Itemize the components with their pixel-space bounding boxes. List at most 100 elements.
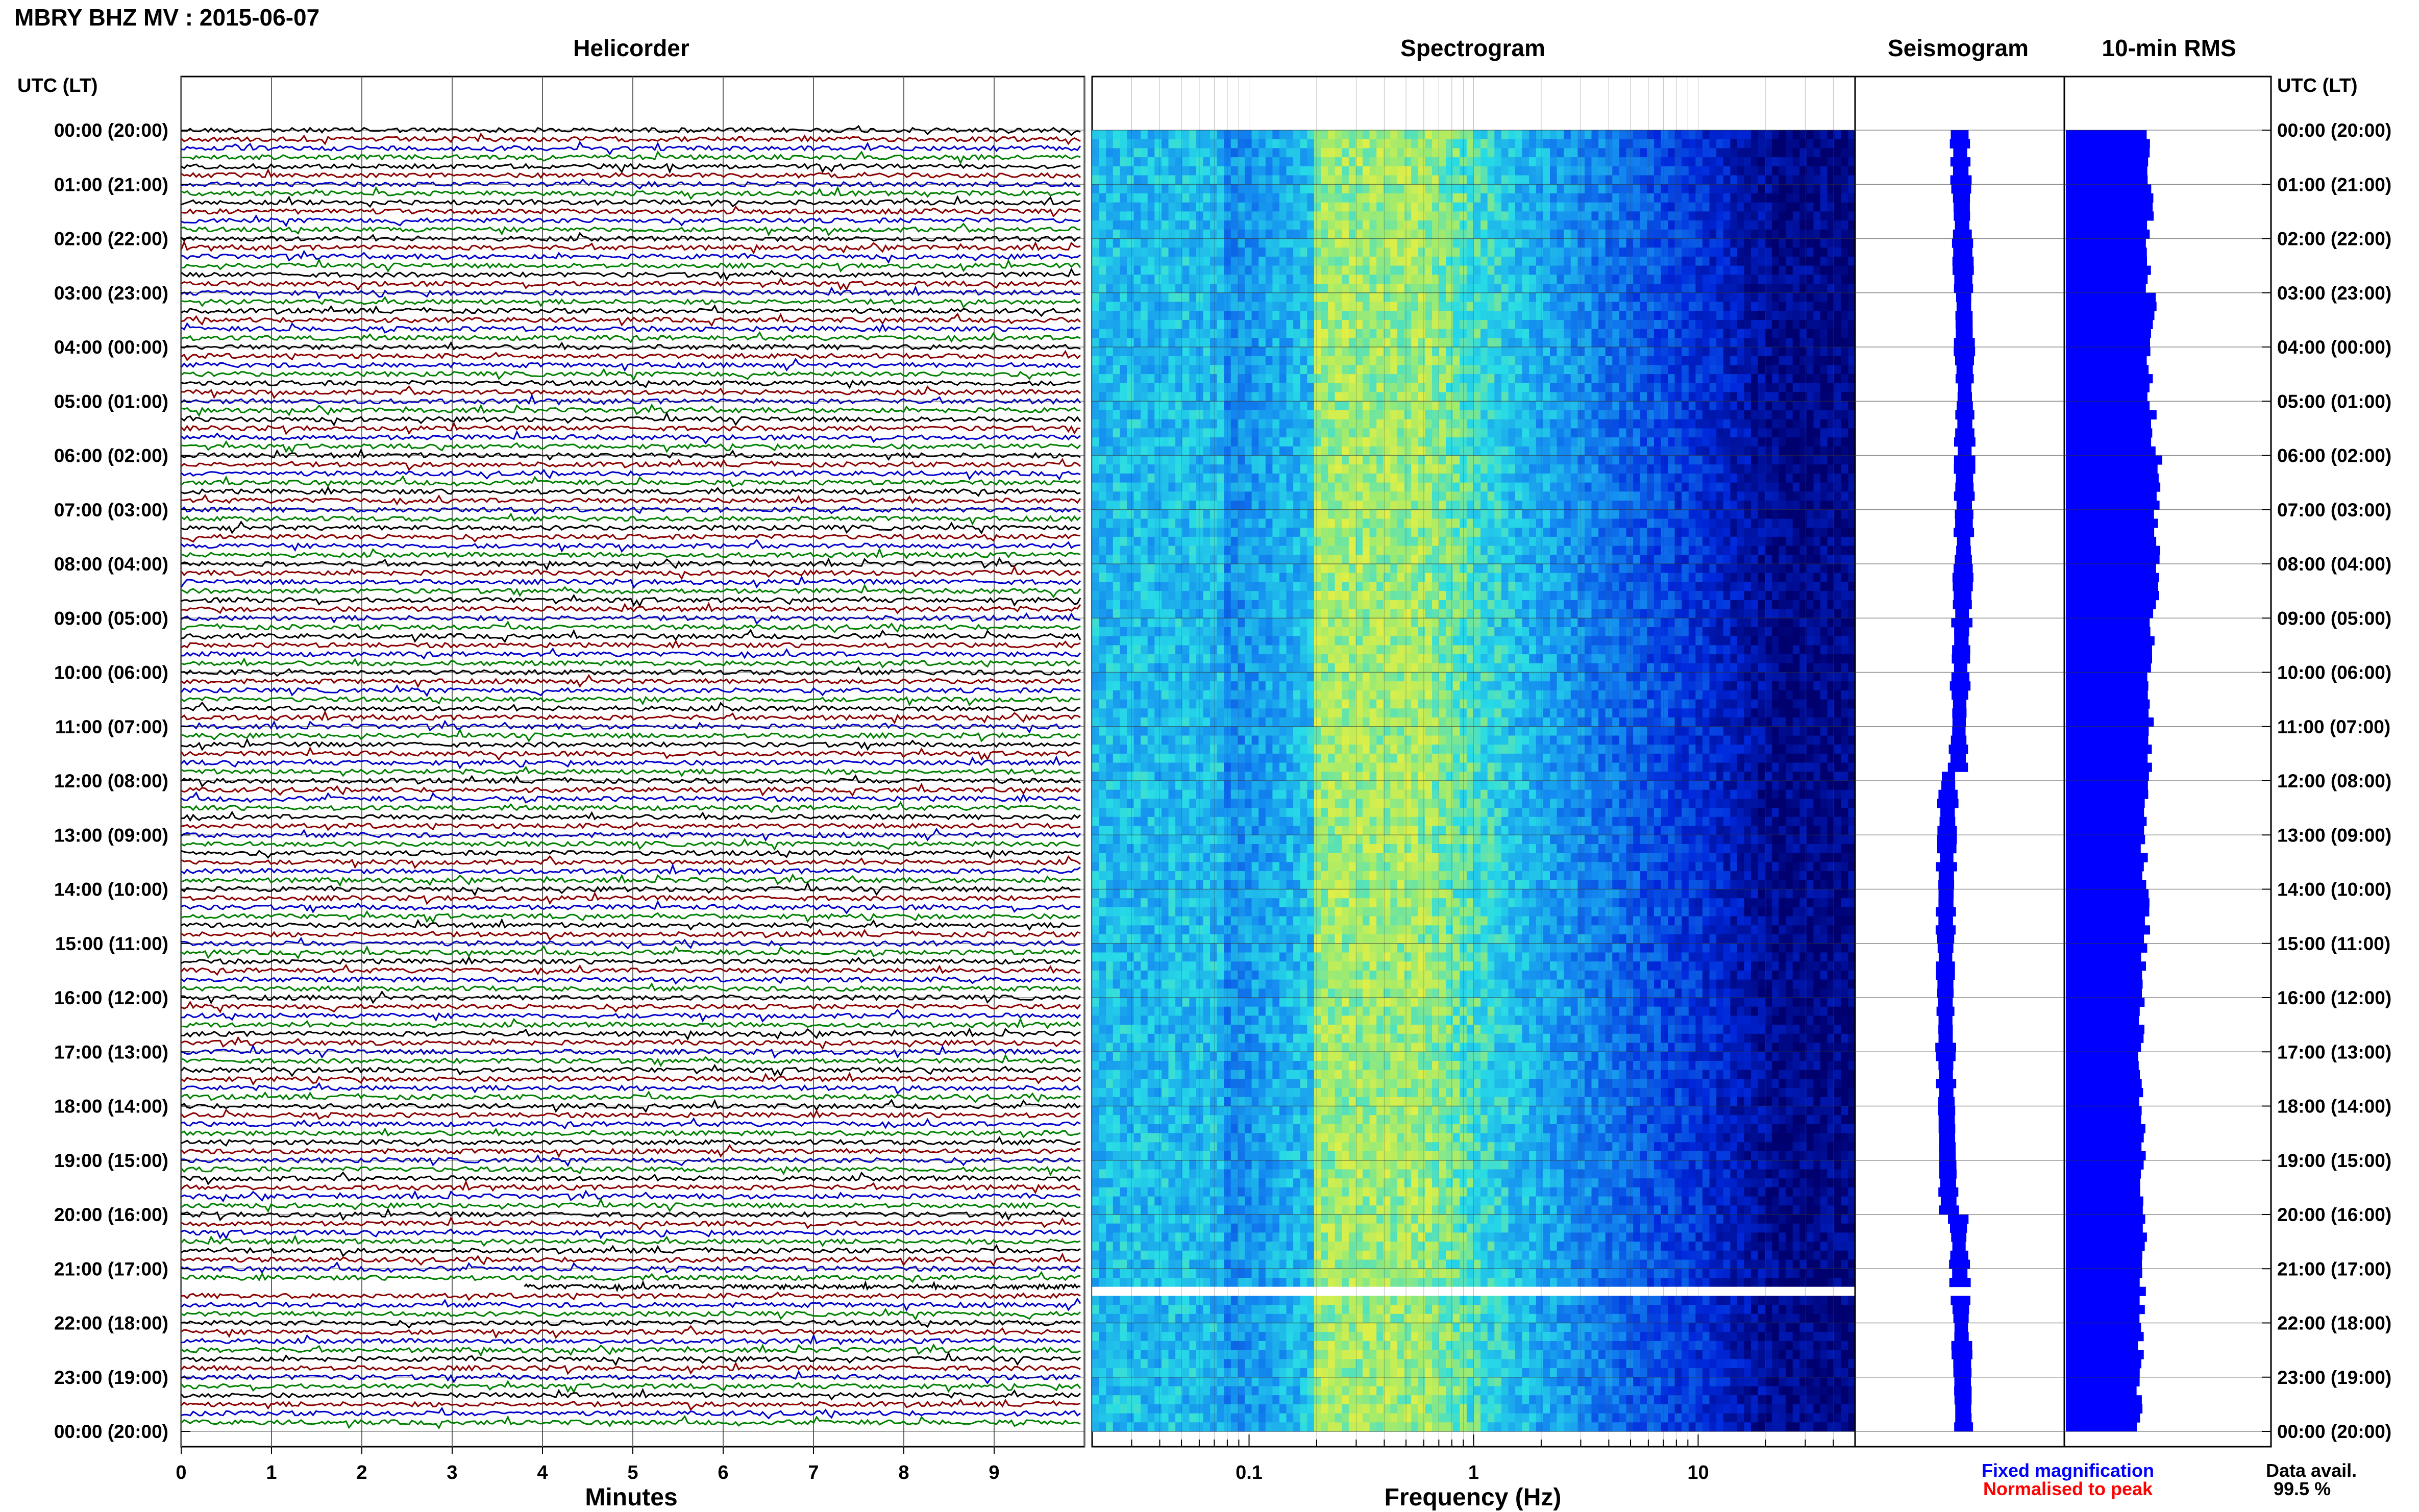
spectrogram-cell — [1737, 338, 1745, 348]
spectrogram-cell — [1272, 229, 1280, 239]
spectrogram-cell — [1307, 229, 1315, 239]
spectrogram-cell — [1189, 365, 1197, 375]
spectrogram-cell — [1501, 238, 1509, 248]
spectrogram-cell — [1702, 464, 1710, 474]
spectrogram-cell — [1827, 220, 1835, 230]
spectrogram-cell — [1120, 365, 1127, 375]
spectrogram-cell — [1508, 193, 1516, 203]
spectrogram-cell — [1619, 518, 1627, 528]
spectrogram-cell — [1265, 401, 1273, 411]
spectrogram-cell — [1661, 202, 1668, 212]
spectrogram-cell — [1709, 356, 1717, 365]
spectrogram-cell — [1536, 256, 1544, 266]
spectrogram-cell — [1348, 184, 1356, 194]
spectrogram-cell — [1619, 256, 1627, 266]
spectrogram-cell — [1279, 491, 1287, 501]
helicorder-trace — [181, 1343, 1081, 1357]
spectrogram-cell — [1251, 275, 1259, 284]
spectrogram-cell — [1446, 410, 1453, 420]
spectrogram-cell — [1154, 365, 1162, 375]
spectrogram-cell — [1716, 148, 1724, 158]
spectrogram-cell — [1238, 247, 1245, 257]
spectrogram-cell — [1737, 374, 1745, 384]
spectrogram-cell — [1147, 130, 1155, 140]
spectrogram-cell — [1529, 319, 1537, 330]
spectrogram-cell — [1633, 130, 1641, 140]
spectrogram-cell — [1841, 211, 1849, 221]
spectrogram-cell — [1786, 247, 1793, 257]
spectrogram-cell — [1577, 491, 1585, 501]
spectrogram-cell — [1820, 446, 1828, 456]
spectrogram-cell — [1744, 193, 1751, 203]
spectrogram-cell — [1106, 202, 1114, 212]
spectrogram-cell — [1154, 356, 1162, 365]
spectrogram-cell — [1813, 302, 1821, 311]
helicorder-trace — [181, 782, 1081, 797]
spectrogram-cell — [1598, 311, 1606, 320]
spectrogram-cell — [1092, 392, 1100, 402]
spectrogram-cell — [1272, 473, 1280, 483]
spectrogram-cell — [1536, 392, 1544, 402]
spectrogram-cell — [1702, 302, 1710, 311]
spectrogram-cell — [1765, 383, 1772, 392]
spectrogram-cell — [1141, 509, 1148, 519]
spectrogram-cell — [1127, 446, 1134, 456]
spectrogram-cell — [1515, 148, 1523, 158]
spectrogram-cell — [1473, 157, 1481, 167]
spectrogram-cell — [1210, 473, 1218, 483]
spectrogram-cell — [1702, 437, 1710, 447]
spectrogram-cell — [1640, 383, 1648, 392]
spectrogram-cell — [1272, 139, 1280, 148]
spectrogram-cell — [1238, 284, 1245, 293]
spectrogram-cell — [1092, 238, 1100, 248]
spectrogram-cell — [1293, 374, 1301, 384]
spectrogram-cell — [1765, 392, 1772, 402]
spectrogram-cell — [1383, 292, 1391, 302]
spectrogram-cell — [1799, 356, 1807, 365]
spectrogram-cell — [1397, 464, 1405, 474]
spectrogram-cell — [1591, 374, 1599, 384]
spectrogram-cell — [1626, 148, 1634, 158]
spectrogram-cell — [1813, 193, 1821, 203]
spectrogram-cell — [1397, 455, 1405, 465]
spectrogram-cell — [1702, 446, 1710, 456]
spectrogram-cell — [1737, 256, 1745, 266]
spectrogram-cell — [1154, 437, 1162, 447]
spectrogram-cell — [1127, 374, 1134, 384]
spectrogram-cell — [1452, 148, 1461, 158]
spectrogram-cell — [1570, 130, 1578, 140]
spectrogram-cell — [1820, 275, 1828, 284]
spectrogram-cell — [1224, 292, 1231, 302]
spectrogram-cell — [1238, 157, 1245, 167]
helicorder-trace — [181, 982, 1081, 992]
spectrogram-cell — [1328, 338, 1336, 348]
spectrogram-cell — [1522, 338, 1529, 348]
spectrogram-cell — [1099, 256, 1106, 266]
spectrogram-cell — [1647, 491, 1655, 501]
spectrogram-cell — [1598, 473, 1606, 483]
spectrogram-cell — [1605, 139, 1613, 148]
spectrogram-cell — [1397, 446, 1405, 456]
spectrogram-cell — [1585, 139, 1592, 148]
spectrogram-cell — [1577, 211, 1585, 221]
spectrogram-cell — [1251, 148, 1259, 158]
spectrogram-cell — [1418, 419, 1426, 429]
spectrogram-cell — [1591, 338, 1599, 348]
spectrogram-cell — [1674, 220, 1682, 230]
spectrogram-cell — [1619, 374, 1627, 384]
spectrogram-cell — [1425, 356, 1433, 365]
spectrogram-cell — [1466, 265, 1474, 275]
spectrogram-cell — [1751, 302, 1759, 311]
spectrogram-cell — [1598, 211, 1606, 221]
spectrogram-cell — [1564, 401, 1571, 411]
spectrogram-cell — [1661, 265, 1668, 275]
spectrogram-cell — [1543, 338, 1550, 348]
spectrogram-cell — [1203, 338, 1211, 348]
spectrogram-cell — [1813, 256, 1821, 266]
spectrogram-cell — [1363, 302, 1370, 311]
spectrogram-cell — [1661, 148, 1668, 158]
spectrogram-cell — [1751, 311, 1759, 320]
spectrogram-cell — [1411, 193, 1419, 203]
spectrogram-cell — [1182, 302, 1190, 311]
spectrogram-cell — [1640, 319, 1648, 330]
